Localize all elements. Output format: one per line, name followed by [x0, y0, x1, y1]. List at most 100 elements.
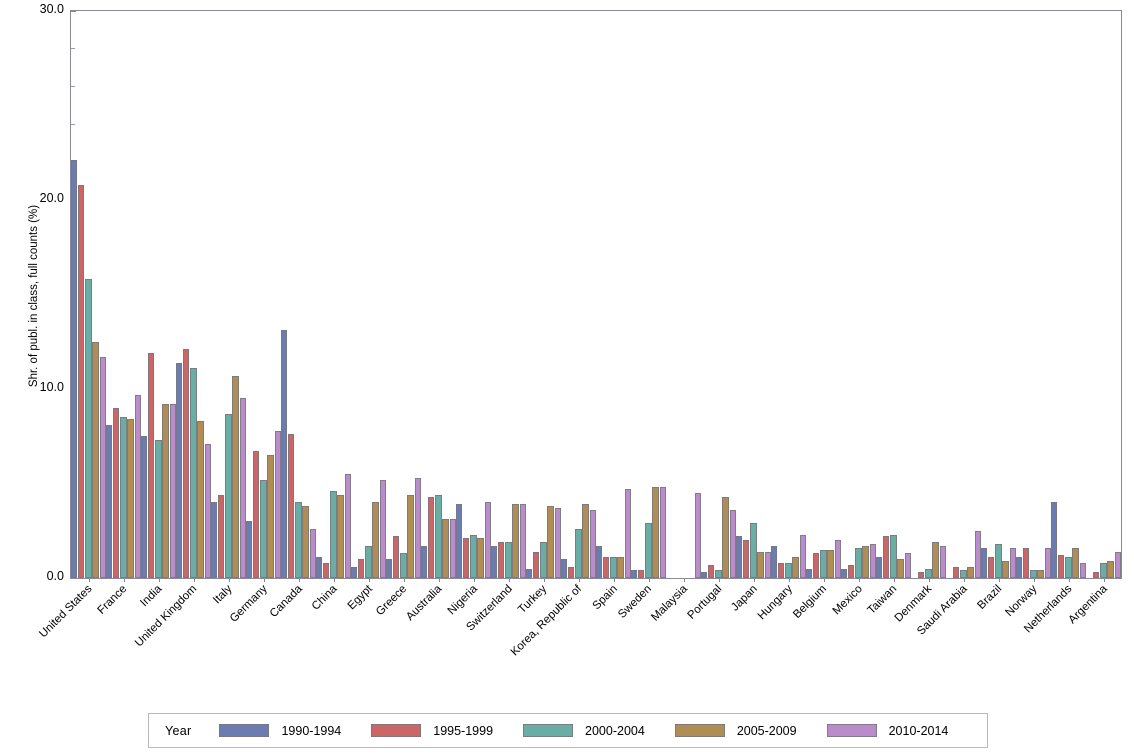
bar[interactable] — [393, 536, 400, 578]
bar[interactable] — [981, 547, 988, 578]
bar[interactable] — [841, 568, 848, 578]
bar[interactable] — [134, 394, 141, 578]
bar[interactable] — [99, 356, 106, 578]
bar[interactable] — [568, 566, 575, 578]
bar[interactable] — [449, 519, 456, 578]
bar[interactable] — [358, 559, 365, 578]
bar[interactable] — [148, 353, 155, 578]
bar[interactable] — [260, 479, 267, 578]
bar[interactable] — [715, 570, 722, 578]
bar[interactable] — [197, 421, 204, 578]
bar[interactable] — [253, 451, 260, 578]
bar[interactable] — [379, 479, 386, 578]
bar[interactable] — [631, 570, 638, 578]
bar[interactable] — [477, 538, 484, 578]
bar[interactable] — [267, 455, 274, 578]
bar[interactable] — [106, 424, 113, 578]
bar[interactable] — [442, 519, 449, 578]
bar[interactable] — [204, 443, 211, 578]
bar[interactable] — [414, 477, 421, 578]
bar[interactable] — [1072, 547, 1079, 578]
bar[interactable] — [792, 557, 799, 578]
bar[interactable] — [512, 504, 519, 578]
bar[interactable] — [351, 566, 358, 578]
bar[interactable] — [365, 545, 372, 578]
bar[interactable] — [603, 557, 610, 578]
bar[interactable] — [372, 502, 379, 578]
bar[interactable] — [176, 362, 183, 578]
bar[interactable] — [890, 534, 897, 578]
bar[interactable] — [869, 543, 876, 578]
bar[interactable] — [904, 553, 911, 578]
legend-entry[interactable]: 2000-2004 — [523, 724, 645, 738]
bar[interactable] — [246, 521, 253, 578]
bar[interactable] — [344, 474, 351, 578]
bar[interactable] — [218, 494, 225, 578]
bar[interactable] — [239, 398, 246, 578]
bar[interactable] — [1093, 572, 1100, 578]
legend-entry[interactable]: 1990-1994 — [219, 724, 341, 738]
bar[interactable] — [274, 430, 281, 578]
legend-entry[interactable]: 2010-2014 — [826, 724, 948, 738]
bar[interactable] — [799, 534, 806, 578]
bar[interactable] — [883, 536, 890, 578]
bar[interactable] — [302, 506, 309, 578]
bar[interactable] — [1079, 562, 1086, 578]
bar[interactable] — [505, 542, 512, 578]
bar[interactable] — [183, 349, 190, 578]
bar[interactable] — [323, 562, 330, 578]
bar[interactable] — [897, 559, 904, 578]
bar[interactable] — [540, 542, 547, 578]
bar[interactable] — [1058, 555, 1065, 578]
bar[interactable] — [470, 534, 477, 578]
bar[interactable] — [561, 559, 568, 578]
bar[interactable] — [876, 557, 883, 578]
legend-entry[interactable]: 2005-2009 — [674, 724, 797, 738]
bar[interactable] — [659, 487, 666, 578]
bar[interactable] — [960, 570, 967, 578]
bar[interactable] — [526, 568, 533, 578]
bar[interactable] — [141, 436, 148, 578]
bar[interactable] — [498, 542, 505, 578]
bar[interactable] — [778, 562, 785, 578]
bar[interactable] — [617, 557, 624, 578]
bar[interactable] — [1100, 562, 1107, 578]
bar[interactable] — [1044, 547, 1051, 578]
bar[interactable] — [1023, 547, 1030, 578]
bar[interactable] — [855, 547, 862, 578]
bar[interactable] — [330, 491, 337, 578]
bar[interactable] — [1016, 557, 1023, 578]
bar[interactable] — [421, 545, 428, 578]
bar[interactable] — [547, 506, 554, 578]
bar[interactable] — [988, 557, 995, 578]
bar[interactable] — [78, 184, 85, 578]
bar[interactable] — [967, 566, 974, 578]
bar[interactable] — [533, 551, 540, 578]
bar[interactable] — [764, 551, 771, 578]
bar[interactable] — [281, 330, 288, 578]
bar[interactable] — [1002, 561, 1009, 578]
bar[interactable] — [932, 542, 939, 578]
bar[interactable] — [1030, 570, 1037, 578]
bar[interactable] — [428, 496, 435, 578]
bar[interactable] — [638, 570, 645, 578]
legend-entry[interactable]: 1995-1999 — [371, 724, 493, 738]
bar[interactable] — [1051, 502, 1058, 578]
bar[interactable] — [743, 540, 750, 578]
bar[interactable] — [806, 568, 813, 578]
bar[interactable] — [862, 545, 869, 578]
bar[interactable] — [848, 564, 855, 578]
bar[interactable] — [1065, 557, 1072, 578]
bar[interactable] — [708, 564, 715, 578]
bar[interactable] — [785, 562, 792, 578]
bar[interactable] — [771, 545, 778, 578]
bar[interactable] — [694, 492, 701, 578]
bar[interactable] — [484, 502, 491, 578]
bar[interactable] — [701, 572, 708, 578]
bar[interactable] — [610, 557, 617, 578]
bar[interactable] — [554, 508, 561, 578]
bar[interactable] — [736, 536, 743, 578]
bar[interactable] — [953, 566, 960, 578]
bar[interactable] — [519, 504, 526, 578]
bar[interactable] — [624, 489, 631, 578]
